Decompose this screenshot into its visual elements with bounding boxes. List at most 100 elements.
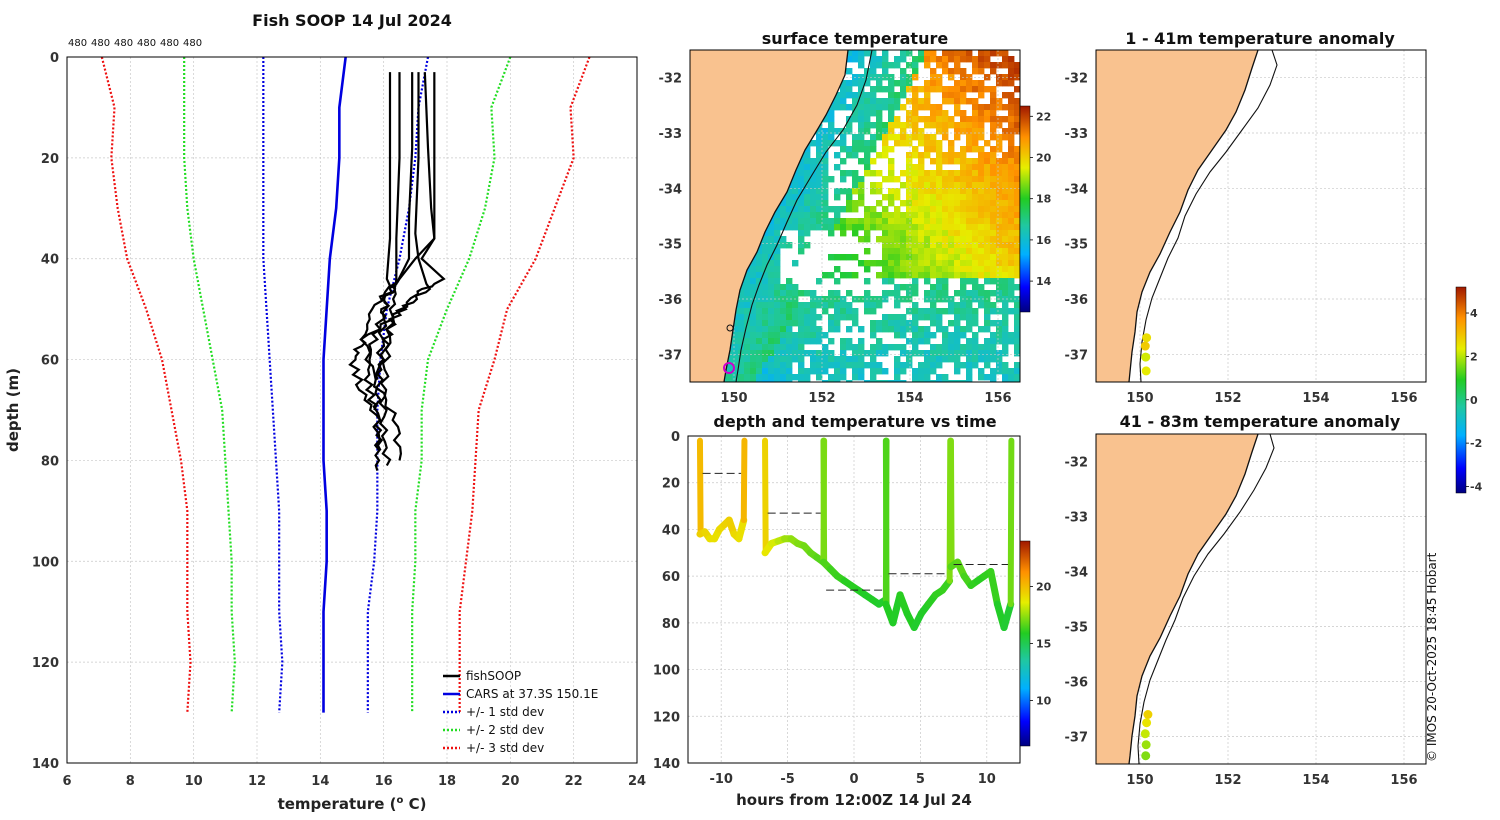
- sst-pixel: [750, 296, 757, 303]
- profile-xtick-label: 22: [565, 774, 583, 789]
- sst-pixel: [990, 62, 997, 69]
- sst-pixel: [978, 134, 985, 141]
- sst-pixel: [912, 164, 919, 171]
- sst-pixel: [876, 152, 883, 159]
- sst-pixel: [1008, 284, 1015, 291]
- timeseries-xtick-label: -10: [709, 772, 733, 787]
- sst-pixel: [972, 338, 979, 345]
- sst-pixel: [870, 362, 877, 369]
- sst-pixel: [1008, 104, 1015, 111]
- sst-pixel: [930, 212, 937, 219]
- sst-pixel: [1014, 188, 1020, 195]
- sst-pixel: [924, 50, 931, 57]
- sst-pixel: [1002, 212, 1009, 219]
- sst-pixel: [828, 326, 835, 333]
- timeseries-ytick-label: 120: [653, 710, 680, 725]
- sst-pixel: [1002, 326, 1009, 333]
- sst-pixel: [1014, 314, 1020, 321]
- anomaly-deep-lat-label: -36: [1065, 676, 1089, 691]
- sst-pixel: [900, 134, 907, 141]
- sst-pixel: [816, 140, 823, 147]
- sst-pixel: [1008, 176, 1015, 183]
- sst-pixel: [1008, 116, 1015, 123]
- sst-pixel: [774, 284, 781, 291]
- sst-pixel: [924, 212, 931, 219]
- sst-pixel: [870, 344, 877, 351]
- sst-pixel: [924, 266, 931, 273]
- sst-pixel: [894, 122, 901, 129]
- sst-pixel: [780, 362, 787, 369]
- sst-pixel: [930, 188, 937, 195]
- sst-pixel: [870, 260, 877, 267]
- sst-pixel: [966, 236, 973, 243]
- sst-pixel: [1008, 188, 1015, 195]
- sst-pixel: [876, 224, 883, 231]
- sst-pixel: [1002, 116, 1009, 123]
- anomaly-deep-coastline: [1128, 434, 1259, 764]
- sst-pixel: [954, 56, 961, 63]
- sst-pixel: [738, 338, 745, 345]
- sst-pixel: [930, 74, 937, 81]
- profile-series-line: [458, 56, 591, 713]
- sst-pixel: [906, 248, 913, 255]
- sst-pixel: [966, 278, 973, 285]
- sst-pixel: [768, 224, 775, 231]
- anomaly-deep-axes-frame: [1095, 433, 1427, 765]
- sst-pixel: [888, 314, 895, 321]
- anomaly-shallow-lat-label: -36: [1065, 293, 1089, 308]
- sst-pixel: [936, 362, 943, 369]
- sst-pixel: [936, 206, 943, 213]
- sst-pixel: [846, 308, 853, 315]
- sst-pixel: [738, 356, 745, 363]
- sst-pixel: [954, 80, 961, 87]
- sst-pixel: [936, 236, 943, 243]
- sst-pixel: [960, 182, 967, 189]
- sst-pixel: [750, 368, 757, 375]
- sst-pixel: [1008, 164, 1015, 171]
- sst-pixel: [846, 224, 853, 231]
- sst-pixel: [966, 296, 973, 303]
- sst-pixel: [984, 242, 991, 249]
- sst-pixel: [798, 212, 805, 219]
- sst-pixel: [780, 206, 787, 213]
- sst-pixel: [954, 320, 961, 327]
- sst-pixel: [804, 242, 811, 249]
- sst-pixel: [972, 206, 979, 213]
- sst-pixel: [918, 248, 925, 255]
- sst-pixel: [996, 200, 1003, 207]
- sst-pixel: [972, 362, 979, 369]
- sst-pixel: [804, 170, 811, 177]
- sst-pixel: [930, 170, 937, 177]
- profile-ytick-label: 40: [41, 253, 59, 268]
- sst-pixel: [906, 290, 913, 297]
- sst-pixel: [906, 308, 913, 315]
- sst-pixel: [960, 206, 967, 213]
- sst-pixel: [930, 260, 937, 267]
- sst-pixel: [936, 380, 943, 382]
- sst-pixel: [828, 338, 835, 345]
- sst-pixel: [864, 260, 871, 267]
- sst-pixel: [762, 326, 769, 333]
- sst-pixel: [804, 290, 811, 297]
- sst-pixel: [930, 206, 937, 213]
- sst-pixel: [984, 206, 991, 213]
- sst-pixel: [774, 368, 781, 375]
- sst-pixel: [984, 116, 991, 123]
- sst-pixel: [870, 68, 877, 75]
- sst-pixel: [996, 260, 1003, 267]
- sst-pixel: [858, 194, 865, 201]
- anomaly-deep-point: [1141, 751, 1151, 761]
- sst-pixel: [990, 356, 997, 363]
- sst-pixel: [990, 254, 997, 261]
- sst-pixel: [966, 158, 973, 165]
- sst-pixel: [894, 116, 901, 123]
- profile-xtick-label: 10: [185, 774, 203, 789]
- sst-pixel: [942, 110, 949, 117]
- sst-pixel: [918, 56, 925, 63]
- sst-pixel: [876, 302, 883, 309]
- sst-pixel: [912, 368, 919, 375]
- sst-pixel: [888, 254, 895, 261]
- sst-pixel: [948, 266, 955, 273]
- sst-pixel: [930, 248, 937, 255]
- sst-pixel: [996, 122, 1003, 129]
